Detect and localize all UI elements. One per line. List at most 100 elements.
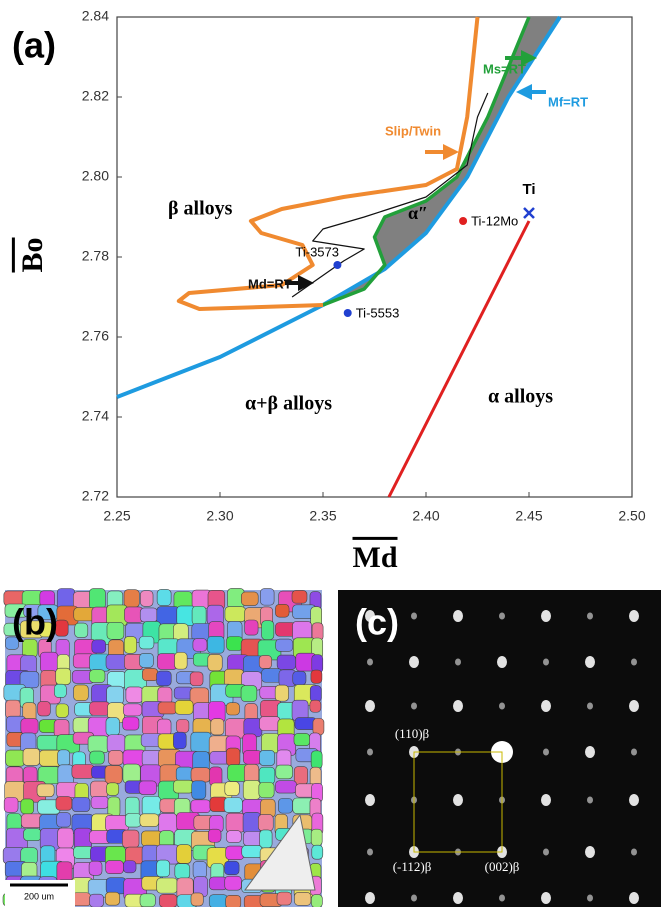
annotation: α+β alloys [245,393,332,415]
point-marker [524,208,534,218]
grain [227,637,243,651]
grain [259,717,280,731]
diffraction-spot [543,849,549,856]
grain [21,719,38,734]
diffraction-spot [541,892,551,904]
grain [125,814,141,828]
grain [109,750,123,765]
grain [105,766,122,784]
grain [312,845,323,859]
grain [275,781,296,793]
grain [57,813,71,827]
series-label: Mf=RT [548,94,588,109]
grain [157,589,171,605]
grain [241,686,257,702]
point-label: Ti-3573 [295,244,339,259]
diffraction-spot [365,700,375,712]
grain [56,797,72,811]
grain [58,828,74,848]
grain [311,895,322,907]
grain [140,591,153,607]
y-tick-label: 2.80 [82,168,109,184]
x-tick-label: 2.40 [412,508,439,524]
grain [311,829,322,846]
grain [294,767,307,785]
grain [259,655,271,668]
diffraction-spot [455,659,461,666]
diffraction-spot [367,849,373,856]
grain [107,735,125,753]
figure: 2.252.302.352.402.452.502.722.742.762.78… [0,0,661,907]
grain [310,700,321,712]
grain [90,751,105,764]
line-series [179,17,478,309]
grain [142,668,157,680]
x-tick-label: 2.45 [515,508,542,524]
panel-c: (110)β(-112)β(002)β(c) [338,590,661,907]
grain [175,700,193,714]
grain [139,653,153,667]
grain [192,606,206,625]
diffraction-spot [453,892,463,904]
diffraction-spot [543,749,549,756]
grain [207,636,224,653]
grain [124,590,139,608]
grain [4,797,18,812]
grain [191,893,203,906]
line-series [389,221,529,497]
grain [21,799,34,814]
grain [107,622,124,639]
grain [313,718,324,735]
grain [140,814,159,827]
x-tick-label: 2.30 [206,508,233,524]
series-label: Slip/Twin [385,123,441,138]
grain [190,672,203,686]
grain [225,861,240,875]
line-series [323,17,529,305]
grain [139,636,154,649]
grain [23,748,40,765]
spot-label: (110)β [395,726,430,741]
grain [260,589,274,606]
diffraction-spot [453,794,463,806]
grain [208,829,221,842]
grain [209,895,227,907]
grain [242,845,262,857]
diffraction-spot [629,610,639,622]
grain [72,765,94,779]
y-tick-label: 2.74 [82,408,109,424]
grain [157,719,171,736]
diffraction-spot [365,794,375,806]
grain [38,701,51,715]
grain [277,655,296,669]
alpha-double-prime-region [323,17,560,305]
grain [176,767,193,781]
grain [92,640,106,653]
grain [91,796,108,808]
grain [176,719,188,732]
grain [191,800,211,813]
y-tick-label: 2.84 [82,8,109,24]
grain [141,831,162,846]
panel-label: (c) [355,602,399,643]
grain [243,751,261,765]
diffraction-spot [543,659,549,666]
grain [243,812,260,833]
grain [90,702,110,715]
grain [276,765,293,779]
grain [259,782,274,797]
grain [89,861,102,875]
grain [226,895,241,907]
x-axis-label: Md [353,541,398,574]
grain [106,878,126,894]
grain [209,877,227,890]
grain [73,846,92,858]
diffraction-spot [453,700,463,712]
grain [193,639,207,652]
grain [292,590,307,603]
grain [6,750,25,766]
diffraction-spot [411,703,417,710]
grain [159,894,177,907]
grain [40,652,58,672]
panel-b: 200 um(b) [3,588,324,907]
